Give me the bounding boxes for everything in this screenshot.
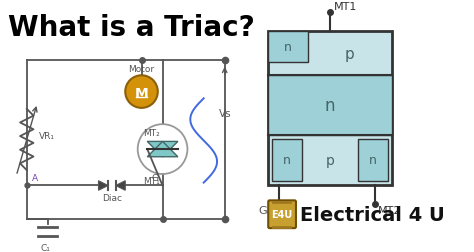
Circle shape (125, 76, 158, 108)
Text: n: n (325, 97, 335, 115)
Text: G: G (151, 173, 158, 182)
Bar (272, 139, 302, 181)
Text: MT₂: MT₂ (144, 129, 160, 137)
Bar (268, 32, 392, 185)
Text: MT₁: MT₁ (144, 176, 160, 185)
Bar (268, 76, 392, 135)
Text: p: p (326, 153, 334, 167)
Text: Gate: Gate (258, 205, 285, 215)
Text: VR₁: VR₁ (39, 132, 55, 141)
Text: p: p (345, 47, 355, 61)
Polygon shape (147, 142, 178, 157)
Text: MT2: MT2 (378, 205, 401, 215)
Text: n: n (369, 153, 377, 167)
Text: What is a Triac?: What is a Triac? (8, 14, 255, 42)
Text: n: n (283, 153, 291, 167)
Text: A: A (32, 173, 37, 182)
Polygon shape (99, 181, 108, 191)
FancyBboxPatch shape (268, 201, 296, 228)
Text: MT1: MT1 (334, 2, 357, 12)
Text: Motor: Motor (128, 65, 155, 74)
Text: M: M (135, 86, 148, 100)
Polygon shape (147, 142, 178, 157)
Text: Diac: Diac (102, 193, 122, 202)
Bar (357, 139, 388, 181)
Text: Electrical 4 U: Electrical 4 U (300, 205, 445, 224)
Text: E4U: E4U (272, 209, 293, 219)
Text: n: n (284, 41, 292, 54)
Text: C₁: C₁ (40, 243, 50, 252)
Bar (268, 32, 308, 62)
Text: Vs: Vs (219, 108, 232, 118)
Polygon shape (116, 181, 125, 191)
